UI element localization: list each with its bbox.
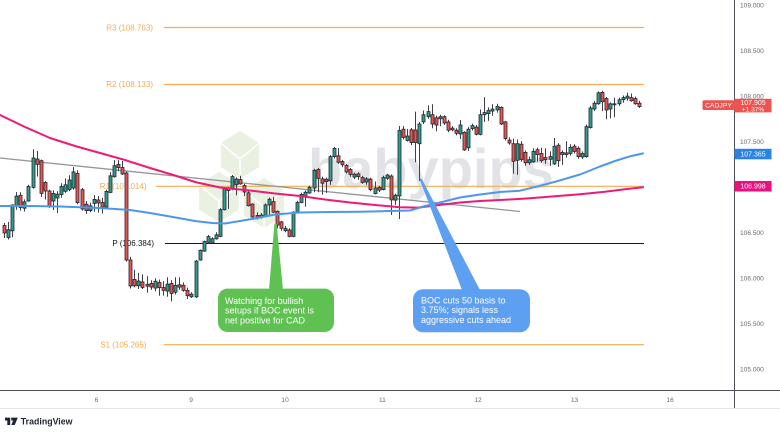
- svg-text:107.500: 107.500: [740, 139, 764, 146]
- svg-text:6: 6: [95, 397, 99, 404]
- svg-text:Watching for bullish: Watching for bullish: [225, 296, 303, 306]
- svg-text:11: 11: [379, 397, 386, 404]
- svg-text:106.500: 106.500: [740, 230, 764, 237]
- svg-text:BOC cuts 50 basis to: BOC cuts 50 basis to: [421, 295, 506, 305]
- svg-text:13: 13: [571, 397, 579, 404]
- svg-text:109.000: 109.000: [740, 2, 764, 9]
- svg-text:+1.37%: +1.37%: [742, 107, 765, 114]
- svg-text:R3 (108.763): R3 (108.763): [106, 23, 153, 32]
- svg-text:108.000: 108.000: [740, 93, 764, 100]
- svg-text:R1 (107.014): R1 (107.014): [100, 182, 147, 191]
- svg-text:108.500: 108.500: [740, 48, 764, 55]
- svg-text:setups if BOC event is: setups if BOC event is: [225, 306, 315, 316]
- svg-text:107.905: 107.905: [740, 100, 765, 107]
- svg-text:CADJPY: CADJPY: [705, 103, 732, 110]
- svg-text:12: 12: [474, 397, 482, 404]
- svg-text:106.998: 106.998: [740, 184, 765, 191]
- svg-text:P (106.384): P (106.384): [112, 239, 154, 248]
- svg-text:S1 (105.265): S1 (105.265): [100, 341, 147, 350]
- svg-text:105.500: 105.500: [740, 321, 764, 328]
- svg-text:16: 16: [666, 397, 674, 404]
- svg-text:aggressive cuts ahead: aggressive cuts ahead: [421, 315, 511, 325]
- svg-text:3.75%; signals less: 3.75%; signals less: [421, 305, 499, 315]
- svg-text:107.365: 107.365: [740, 152, 765, 159]
- svg-text:10: 10: [281, 397, 289, 404]
- svg-text:105.000: 105.000: [740, 366, 764, 373]
- svg-text:106.000: 106.000: [740, 275, 764, 282]
- svg-text:9: 9: [189, 397, 193, 404]
- svg-text:R2 (108.133): R2 (108.133): [106, 80, 153, 89]
- svg-text:net positive for CAD: net positive for CAD: [225, 315, 306, 325]
- svg-text:TradingView: TradingView: [21, 417, 73, 427]
